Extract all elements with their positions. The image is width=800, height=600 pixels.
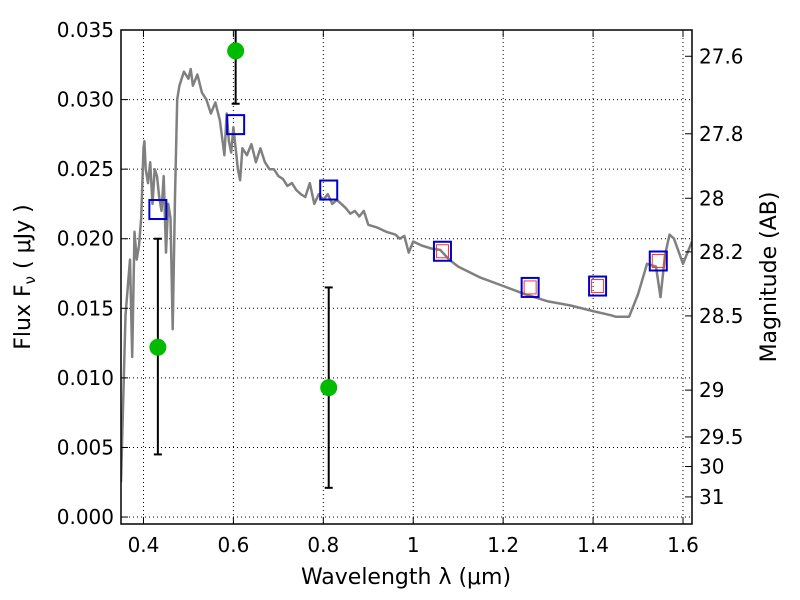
blue-square-marker [588,275,608,297]
blue-square-marker [319,179,339,201]
model-spectrum-line [121,67,692,483]
x-tick-label: 0.4 [128,533,160,557]
red-square-marker [651,253,665,268]
x-tick-label: 0.6 [217,533,249,557]
y-axis-label-main: Flux F [11,284,36,349]
blue-square-marker [648,250,668,272]
x-tick-label: 1 [407,533,420,557]
x-axis-label: Wavelength λ (μm) [301,565,511,590]
y-tick-label: 0.035 [57,18,114,42]
observed-point [149,338,167,356]
y-tick-label: 0.000 [57,505,114,529]
y-tick-label: 0.020 [57,227,114,251]
mag-tick-label: 31 [699,485,724,509]
y-axis-label: Flux Fν ( μJy ) [11,204,39,349]
y-tick-label: 0.015 [57,296,114,320]
y-tick-label: 0.030 [57,88,114,112]
observed-point [320,379,338,397]
x-tick-label: 1.2 [487,533,519,557]
magnitude-axis-label: Magnitude (AB) [757,192,782,363]
mag-tick-label: 29 [699,378,724,402]
y-axis-label-unit: ( μJy ) [11,204,36,276]
red-square-marker [435,244,449,259]
mag-tick-label: 30 [699,455,724,479]
mag-tick-label: 27.8 [699,122,744,146]
blue-square-marker [520,276,540,298]
blue-square-marker [432,240,452,262]
y-axis-label-sub: ν [21,276,39,284]
axes: 0.4 0.6 0.8 1 1.2 1.4 1.6 0.000 0.005 0.010 0.015 0… [57,18,744,557]
plot-frame [120,29,693,525]
mag-tick-label: 28.2 [699,240,744,264]
mag-tick-label: 28.5 [699,304,744,328]
red-square-marker [591,279,605,294]
mag-tick-label: 29.5 [699,425,744,449]
y-tick-label: 0.010 [57,366,114,390]
blue-square-marker [148,199,168,221]
x-tick-label: 0.8 [307,533,339,557]
red-square-marker [523,280,537,295]
observed-point [227,42,245,60]
blue-square-marker [226,114,246,136]
plot-area [121,30,692,489]
mag-tick-label: 27.6 [699,44,744,68]
y-tick-label: 0.005 [57,435,114,459]
y-tick-label: 0.025 [57,157,114,181]
mag-tick-label: 28 [699,186,724,210]
x-tick-label: 1.6 [667,533,699,557]
x-tick-label: 1.4 [577,533,609,557]
